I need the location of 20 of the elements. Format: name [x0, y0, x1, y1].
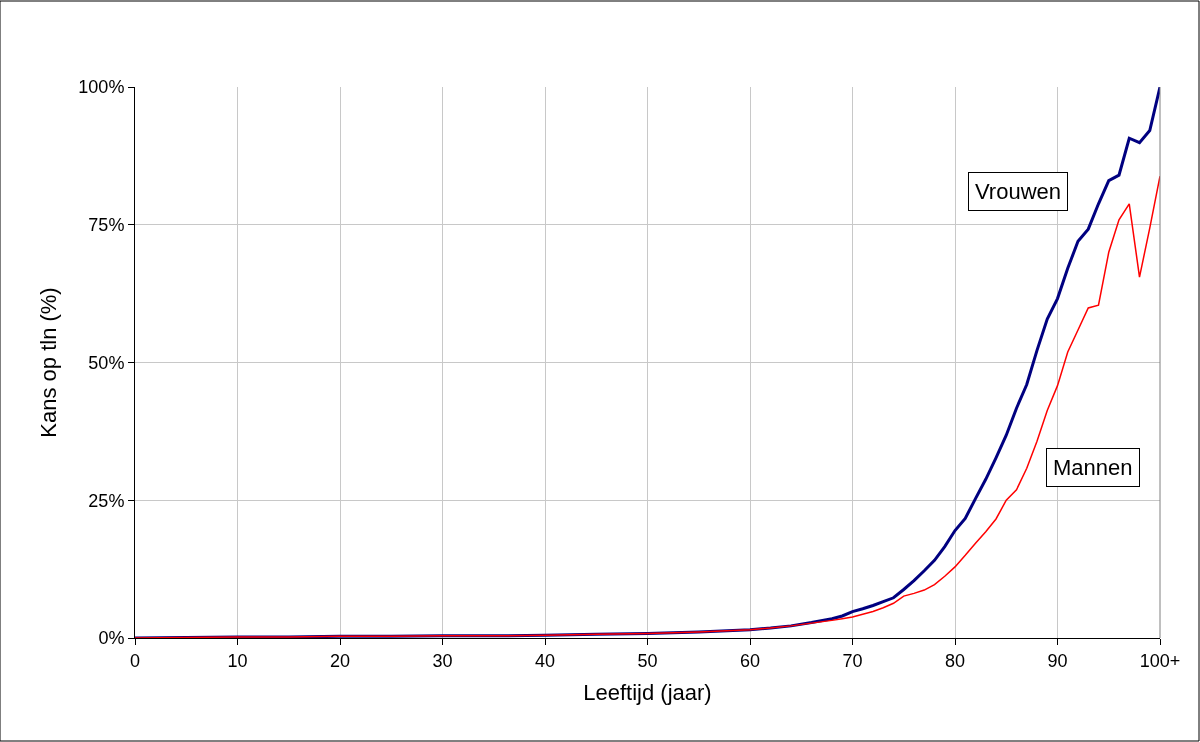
x-tick-label: 30	[432, 650, 453, 671]
x-tick-label: 100+	[1139, 650, 1181, 671]
x-tick-label: 70	[842, 650, 863, 671]
y-tick-label: 50%	[88, 352, 125, 373]
x-tick-label: 50	[637, 650, 658, 671]
series-label: Vrouwen	[975, 179, 1062, 204]
y-tick-label: 0%	[98, 628, 125, 649]
series-label: Mannen	[1053, 455, 1133, 480]
x-tick-label: 0	[129, 650, 141, 671]
x-tick-label: 40	[534, 650, 556, 671]
y-tick-label: 75%	[88, 215, 125, 236]
y-axis-title: Kans op tln (%)	[36, 287, 62, 438]
x-tick-label: 10	[227, 650, 248, 671]
x-axis-title: Leeftijd (jaar)	[583, 680, 712, 706]
x-tick-label: 80	[944, 650, 966, 671]
x-tick-label: 60	[739, 650, 761, 671]
x-tick-label: 20	[329, 650, 351, 671]
x-tick-label: 90	[1047, 650, 1068, 671]
y-tick-label: 100%	[78, 77, 125, 98]
y-tick-label: 25%	[88, 490, 125, 511]
